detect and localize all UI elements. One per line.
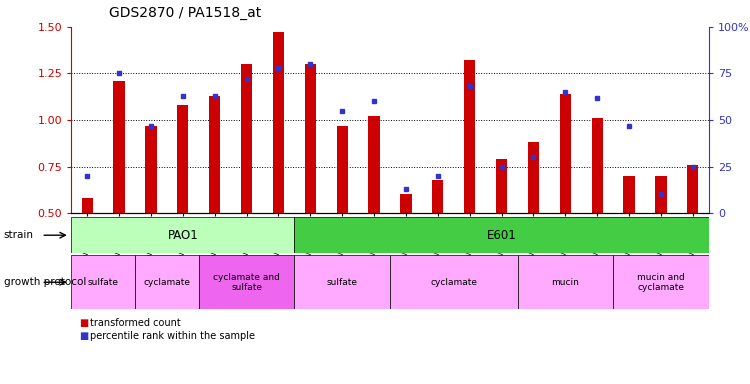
Bar (71, 217, 294, 253)
Text: transformed count: transformed count (90, 318, 181, 328)
Bar (337, 126, 348, 213)
Bar (592, 118, 603, 213)
Text: ■: ■ (79, 331, 88, 341)
Text: sulfate: sulfate (88, 278, 118, 287)
Text: mucin and
cyclamate: mucin and cyclamate (637, 273, 685, 292)
Bar (146, 126, 157, 213)
Text: strain: strain (4, 230, 34, 240)
Bar (71, 255, 135, 309)
Text: ■: ■ (79, 318, 88, 328)
Bar (464, 60, 476, 213)
Bar (294, 217, 709, 253)
Text: cyclamate and
sulfate: cyclamate and sulfate (213, 273, 280, 292)
Bar (209, 96, 220, 213)
Bar (368, 116, 380, 213)
Bar (518, 255, 614, 309)
Bar (390, 255, 518, 309)
Bar (623, 176, 634, 213)
Text: percentile rank within the sample: percentile rank within the sample (90, 331, 255, 341)
Bar (135, 255, 199, 309)
Bar (241, 64, 252, 213)
Text: PAO1: PAO1 (167, 229, 198, 242)
Bar (528, 142, 539, 213)
Text: growth protocol: growth protocol (4, 277, 86, 287)
Bar (294, 255, 390, 309)
Bar (177, 105, 188, 213)
Bar (400, 195, 412, 213)
Bar (113, 81, 125, 213)
Text: mucin: mucin (551, 278, 579, 287)
Text: cyclamate: cyclamate (430, 278, 477, 287)
Bar (304, 64, 316, 213)
Bar (560, 94, 571, 213)
Text: sulfate: sulfate (327, 278, 358, 287)
Bar (687, 165, 698, 213)
Bar (432, 180, 443, 213)
Bar (82, 198, 93, 213)
Bar (496, 159, 507, 213)
Bar (614, 255, 709, 309)
Bar (273, 33, 284, 213)
Text: E601: E601 (487, 229, 517, 242)
Bar (199, 255, 294, 309)
Bar (656, 176, 667, 213)
Text: cyclamate: cyclamate (143, 278, 190, 287)
Text: GDS2870 / PA1518_at: GDS2870 / PA1518_at (109, 6, 261, 20)
